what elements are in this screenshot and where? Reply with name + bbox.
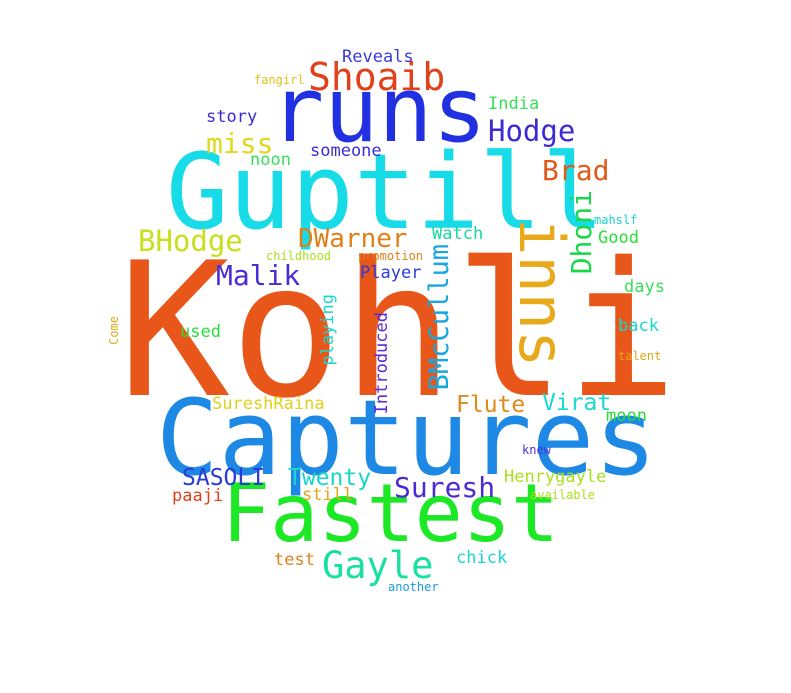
word-henrygayle: Henrygayle bbox=[504, 467, 607, 487]
word-sasoli: SASOLI bbox=[182, 465, 266, 491]
word-india: India bbox=[488, 94, 540, 114]
word-talent: talent bbox=[618, 349, 662, 363]
word-inns: inns bbox=[505, 218, 578, 368]
word-virat: Virat bbox=[542, 390, 612, 416]
word-playing: playing bbox=[318, 294, 338, 366]
word-dhoni: Dhoni bbox=[565, 190, 598, 275]
word-miss: miss bbox=[206, 127, 274, 160]
word-still: still bbox=[302, 485, 354, 505]
word-noon: noon bbox=[250, 150, 291, 170]
word-watch: Watch bbox=[432, 224, 484, 244]
word-another: another bbox=[388, 580, 439, 594]
word-someone: someone bbox=[310, 141, 382, 161]
word-kohli: Kohli bbox=[118, 222, 678, 439]
word-malik: Malik bbox=[216, 259, 301, 292]
word-introduced: Introduced bbox=[372, 312, 392, 415]
word-guptill: Guptill bbox=[166, 131, 605, 253]
word-gayle: Gayle bbox=[322, 544, 434, 587]
word-brad: Brad bbox=[542, 154, 610, 187]
word-come: Come bbox=[107, 316, 121, 345]
word-hodge: Hodge bbox=[488, 114, 576, 148]
word-mahslf: mahslf bbox=[594, 213, 638, 227]
word-reveals: Reveals bbox=[342, 47, 414, 67]
word-available: available bbox=[530, 488, 596, 502]
word-good: Good bbox=[598, 228, 639, 248]
word-player: Player bbox=[360, 263, 422, 283]
word-runs: runs bbox=[270, 58, 487, 163]
word-back: back bbox=[618, 316, 659, 336]
word-chick: chick bbox=[456, 548, 508, 568]
word-fastest: Fastest bbox=[222, 467, 560, 560]
word-childhood: childhood bbox=[266, 249, 332, 263]
word-promotion: promotion bbox=[358, 249, 424, 263]
word-bhodge: BHodge bbox=[138, 224, 243, 258]
word-test: test bbox=[274, 550, 315, 570]
word-dwarner: DWarner bbox=[298, 224, 408, 254]
word-bmccullum: BMcCullum bbox=[424, 244, 455, 391]
word-moon: moon bbox=[606, 406, 647, 426]
word-sureshraina: SureshRaina bbox=[212, 394, 325, 414]
word-days: days bbox=[624, 277, 665, 297]
word-story: story bbox=[206, 107, 258, 127]
word-suresh: Suresh bbox=[394, 471, 496, 504]
word-flute: Flute bbox=[456, 392, 526, 418]
word-shoaib: Shoaib bbox=[308, 55, 446, 99]
word-knew: knew bbox=[522, 443, 551, 457]
word-twenty: Twenty bbox=[288, 465, 372, 491]
word-paaji: paaji bbox=[172, 486, 224, 506]
word-used: used bbox=[180, 322, 221, 342]
word-captures: Captures bbox=[156, 377, 657, 499]
word-fangirl: fangirl bbox=[254, 73, 305, 87]
